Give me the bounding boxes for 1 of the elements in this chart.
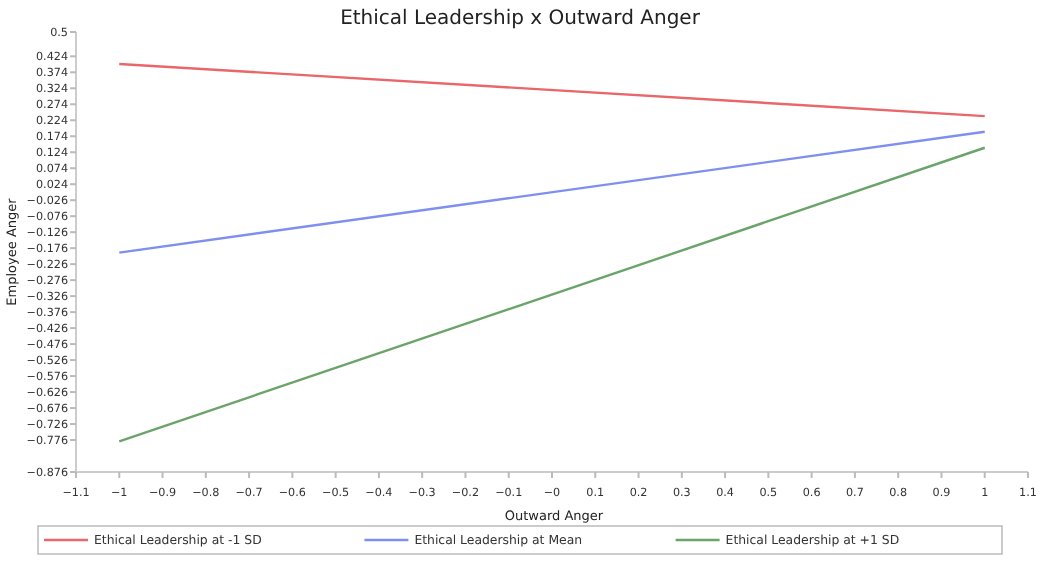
chart-title: Ethical Leadership x Outward Anger xyxy=(340,8,702,30)
